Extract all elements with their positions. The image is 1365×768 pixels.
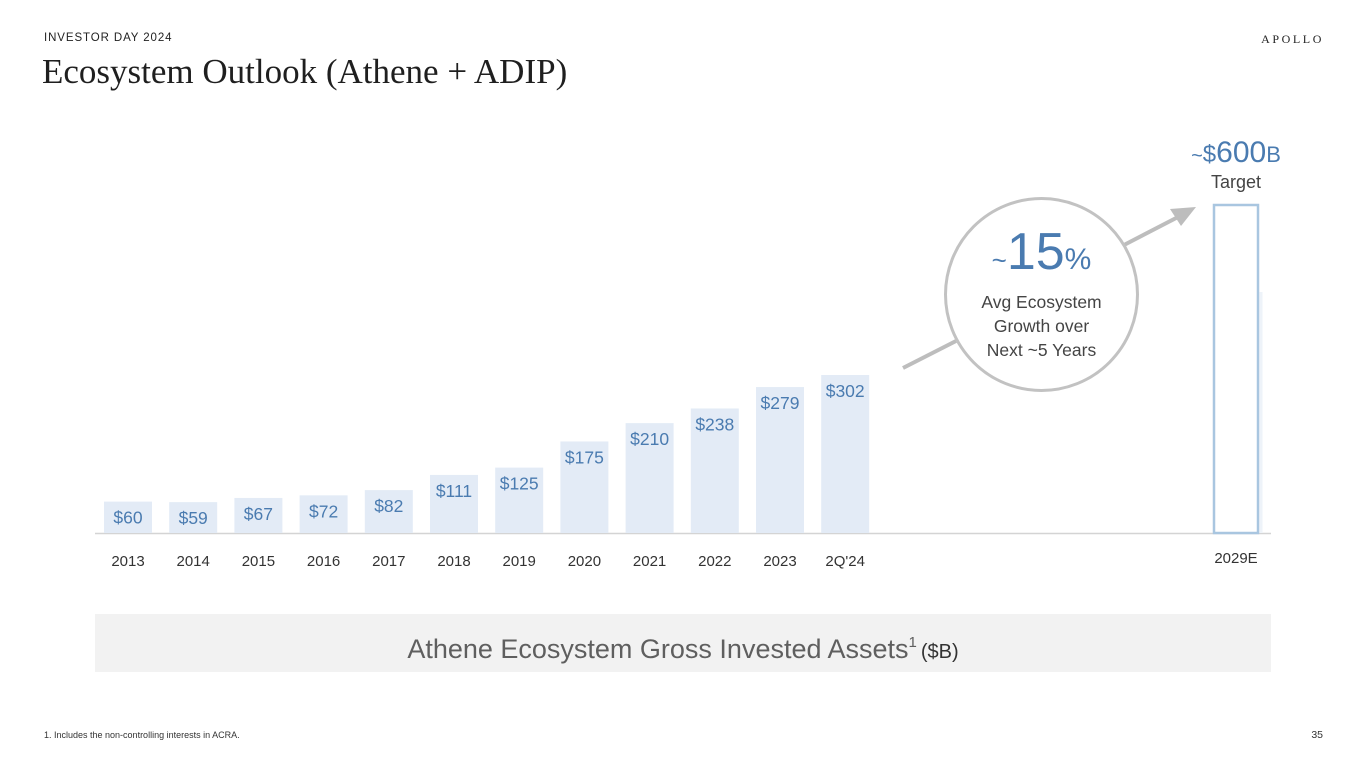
data-label-2017: $82	[374, 496, 403, 516]
x-tick-2022: 2022	[698, 553, 731, 570]
x-tick-2023: 2023	[763, 553, 796, 570]
footnote: 1. Includes the non-controlling interest…	[44, 730, 240, 740]
data-label-2013: $60	[113, 508, 142, 528]
data-label-2022: $238	[695, 414, 734, 434]
x-tick-2014: 2014	[177, 553, 210, 570]
data-label-2Q'24: $302	[826, 381, 865, 401]
data-label-2020: $175	[565, 447, 604, 467]
unit-label: ($B)	[921, 641, 959, 663]
growth-rate: ~15%	[947, 222, 1136, 282]
x-tick-2020: 2020	[568, 553, 601, 570]
target-label: Target	[1180, 172, 1292, 193]
target-value: ~$600B	[1180, 136, 1292, 170]
x-tick-2017: 2017	[372, 553, 405, 570]
growth-description: Avg Ecosystem Growth over Next ~5 Years	[947, 290, 1136, 362]
x-tick-2013: 2013	[111, 553, 144, 570]
footnote-marker: 1	[909, 634, 917, 651]
chart-title: Athene Ecosystem Gross Invested Assets	[407, 634, 908, 664]
bar-2029E	[1214, 205, 1258, 533]
x-tick-2029E: 2029E	[1214, 550, 1257, 567]
data-label-2014: $59	[179, 508, 208, 528]
x-tick-2016: 2016	[307, 553, 340, 570]
data-label-2019: $125	[500, 474, 539, 494]
x-tick-2019: 2019	[503, 553, 536, 570]
x-tick-2Q'24: 2Q'24	[825, 553, 865, 570]
x-tick-2018: 2018	[437, 553, 470, 570]
chart-caption: Athene Ecosystem Gross Invested Assets1(…	[95, 614, 1271, 672]
data-label-2021: $210	[630, 429, 669, 449]
data-label-2018: $111	[436, 481, 472, 501]
x-tick-2021: 2021	[633, 553, 666, 570]
data-label-2016: $72	[309, 501, 338, 521]
arrow-head	[1170, 207, 1196, 226]
data-label-2023: $279	[761, 393, 800, 413]
growth-callout-circle: ~15% Avg Ecosystem Growth over Next ~5 Y…	[944, 197, 1139, 392]
data-label-2015: $67	[244, 504, 273, 524]
x-tick-2015: 2015	[242, 553, 275, 570]
page-number: 35	[1311, 729, 1323, 741]
